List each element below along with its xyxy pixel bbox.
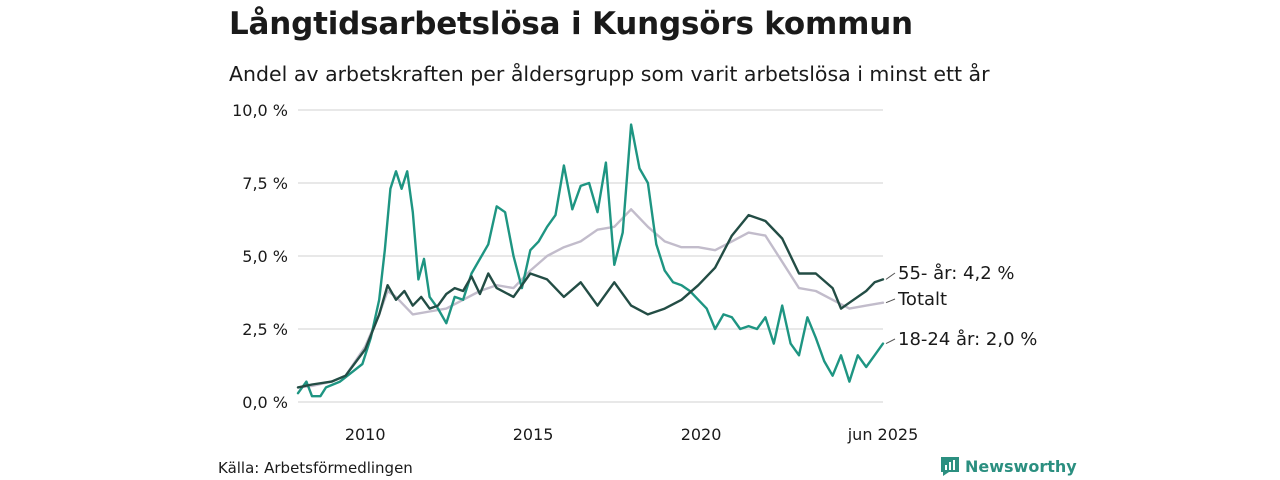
x-tick-label: 2020 (681, 425, 722, 444)
y-tick-label: 7,5 % (242, 174, 288, 193)
x-tick-label: 2010 (345, 425, 386, 444)
label-connector (885, 338, 896, 345)
brand-name: Newsworthy (965, 456, 1077, 476)
label-connector (885, 298, 896, 304)
brand-logo: Newsworthy (940, 456, 1077, 476)
y-tick-label: 0,0 % (242, 393, 288, 412)
series-line-older (296, 213, 885, 389)
label-connector (885, 272, 896, 280)
series-end-label: 18-24 år: 2,0 % (898, 329, 1037, 350)
series-end-label: 55- år: 4,2 % (898, 263, 1014, 284)
x-tick-label: 2015 (513, 425, 554, 444)
y-tick-label: 5,0 % (242, 247, 288, 266)
chart-title: Långtidsarbetslösa i Kungsörs kommun (229, 6, 913, 42)
series-end-label: Totalt (897, 289, 947, 310)
series-line-total (296, 208, 885, 389)
y-tick-label: 10,0 % (232, 101, 288, 120)
source-note: Källa: Arbetsförmedlingen (218, 459, 413, 477)
y-tick-label: 2,5 % (242, 320, 288, 339)
newsworthy-icon (941, 457, 959, 476)
x-tick-label: jun 2025 (847, 425, 919, 444)
series-line-youth (296, 123, 885, 398)
chart-subtitle: Andel av arbetskraften per åldersgrupp s… (229, 62, 990, 86)
